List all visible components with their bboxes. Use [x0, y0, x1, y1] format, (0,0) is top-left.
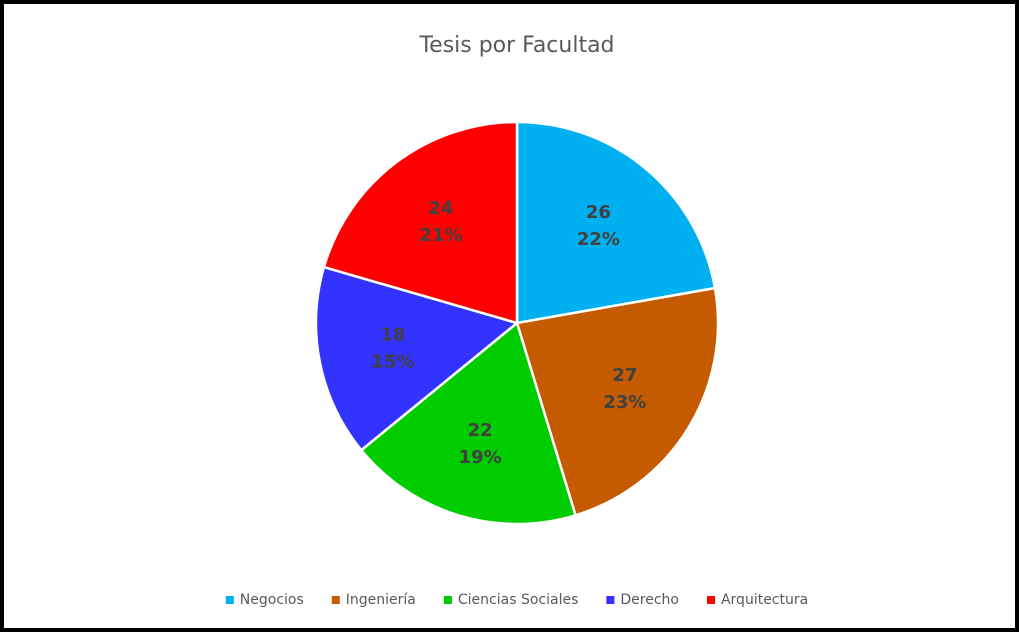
data-label: 26: [586, 202, 611, 223]
chart-title: Tesis por Facultad: [418, 33, 614, 58]
legend-label: Negocios: [240, 592, 304, 608]
percent-label: 21%: [419, 225, 462, 246]
percent-label: 19%: [459, 447, 502, 468]
legend-label: Derecho: [620, 592, 679, 608]
legend-label: Arquitectura: [721, 592, 808, 608]
data-label: 27: [612, 365, 637, 386]
legend-swatch: [225, 596, 234, 604]
data-label: 22: [468, 420, 493, 441]
percent-label: 23%: [603, 392, 646, 413]
data-label: 18: [380, 324, 405, 345]
pie-slice: [322, 120, 519, 325]
pie-slice: [515, 286, 720, 517]
pie-slice: [515, 120, 717, 325]
data-label: 24: [428, 198, 453, 219]
legend-swatch: [606, 596, 615, 604]
percent-label: 15%: [371, 351, 414, 372]
pie-slice: [314, 265, 520, 452]
legend-label: Ingeniería: [346, 592, 416, 608]
legend-label: Ciencias Sociales: [458, 592, 578, 608]
legend-swatch: [443, 596, 452, 604]
pie-slice: [359, 320, 578, 526]
percent-label: 22%: [577, 229, 620, 250]
legend-swatch: [706, 596, 715, 604]
legend-swatch: [331, 596, 340, 604]
